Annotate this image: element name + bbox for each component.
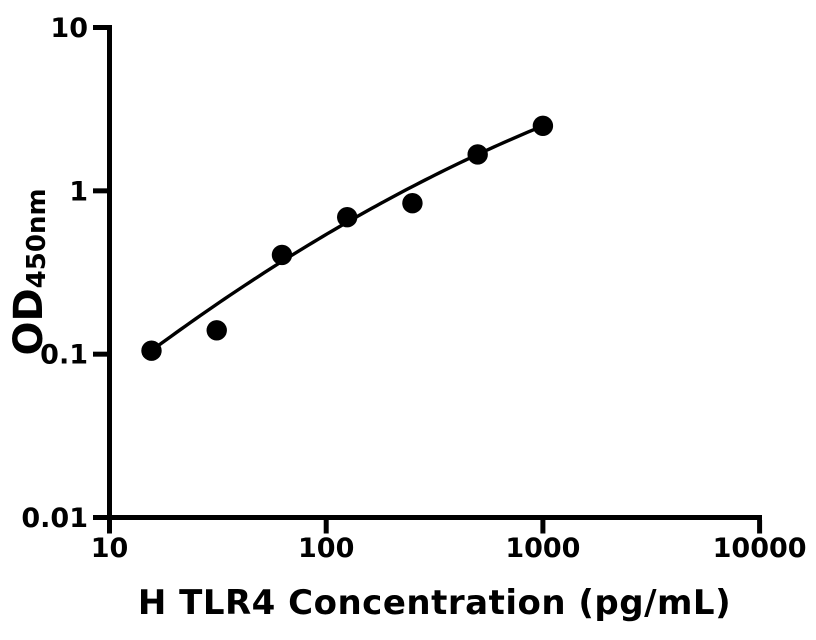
data-point [141, 340, 162, 361]
data-point [532, 115, 554, 137]
x-tick-label: 100 [298, 533, 354, 564]
data-point [467, 144, 488, 165]
x-axis-title: H TLR4 Concentration (pg/mL) [137, 583, 732, 623]
x-tick-label: 1000 [505, 533, 580, 564]
y-tick-label: 0.1 [40, 340, 88, 371]
y-axis-title-main: OD [6, 288, 52, 356]
data-point [337, 206, 358, 228]
data-point [206, 320, 227, 341]
axis-spines [107, 25, 762, 520]
y-axis-title-subscript: 450nm [22, 188, 52, 289]
y-tick-label: 1 [69, 176, 88, 207]
data-point [271, 244, 293, 266]
x-tick-label: 10 [91, 533, 129, 564]
data-point [402, 193, 423, 214]
x-tick-label: 10000 [713, 533, 807, 564]
y-axis-title: OD450nm [6, 188, 52, 355]
y-tick-label: 10 [50, 13, 88, 44]
y-tick-label: 0.01 [21, 503, 88, 534]
